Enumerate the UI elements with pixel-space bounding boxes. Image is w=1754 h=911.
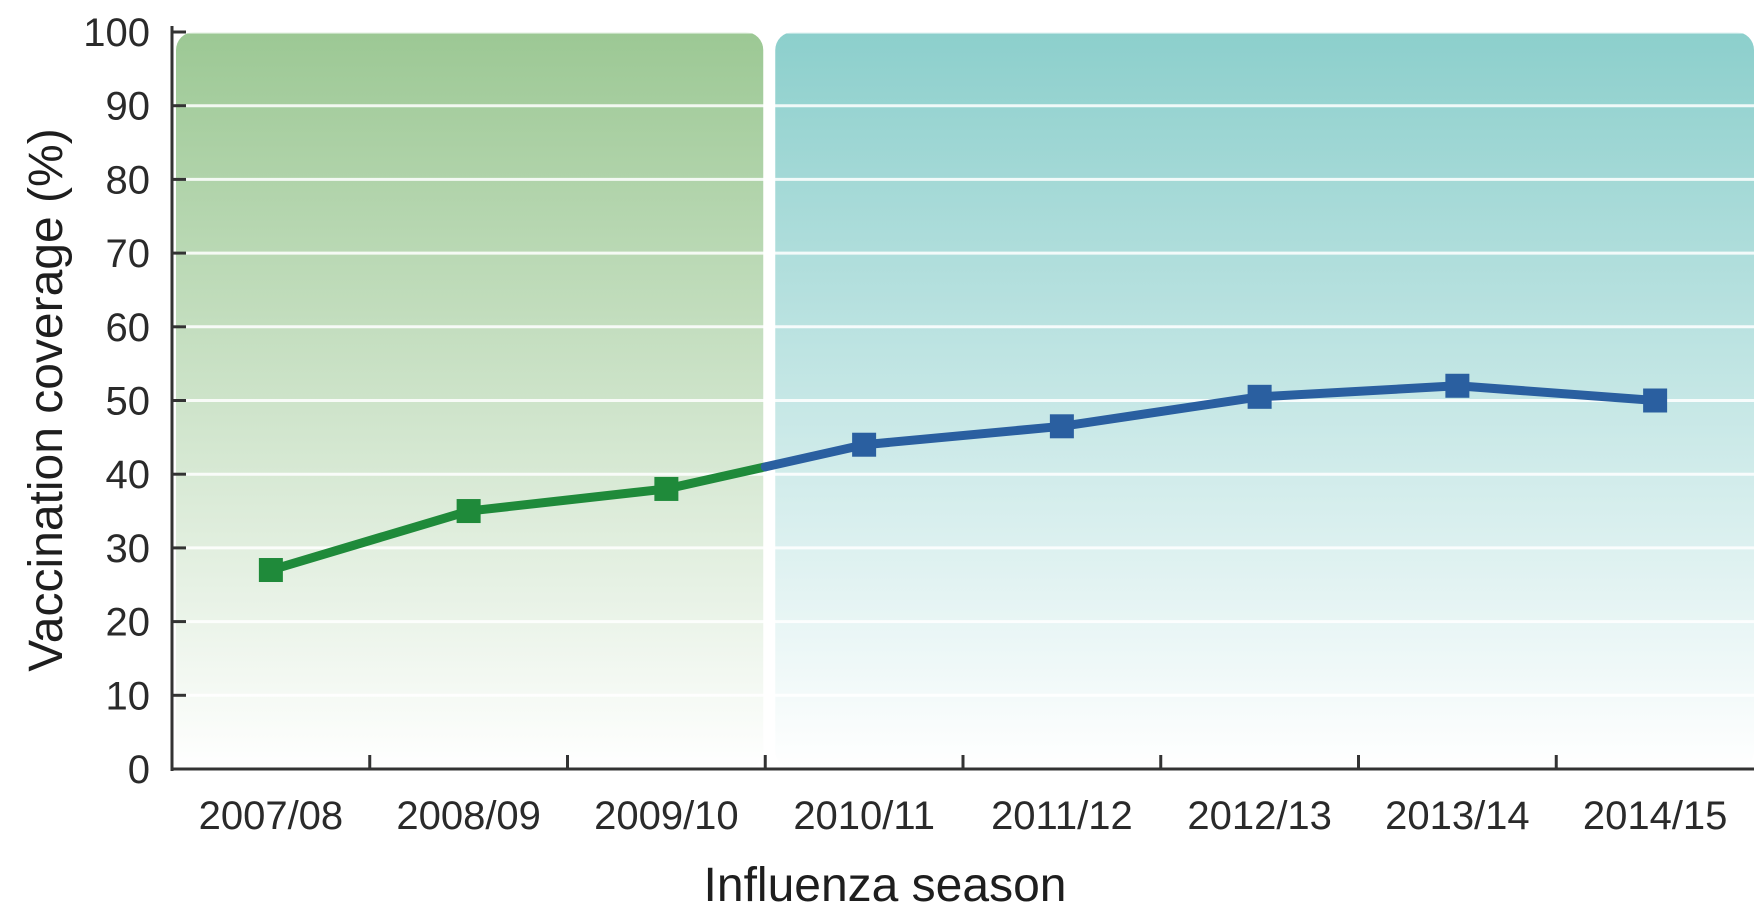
series-line (266, 381, 1660, 575)
x-tick-label: 2012/13 (1187, 794, 1332, 838)
y-tick-labels: 0 10 20 30 40 50 60 70 80 90 100 (83, 11, 150, 792)
y-tick-label: 60 (106, 306, 151, 350)
data-point (1049, 414, 1074, 439)
x-tick-label: 2011/12 (991, 794, 1133, 838)
y-tick-label: 90 (106, 85, 151, 129)
axes (170, 26, 1754, 771)
y-tick-label: 30 (106, 527, 151, 571)
x-tick-labels: 2007/08 2008/09 2009/10 2010/11 2011/12 2012/… (199, 794, 1728, 838)
y-tick-label: 50 (106, 380, 151, 424)
y-tick-label: 40 (106, 453, 151, 497)
data-point (456, 499, 481, 524)
series-points (258, 373, 1668, 583)
y-tick-label: 100 (83, 11, 150, 55)
x-tick-label: 2013/14 (1385, 794, 1530, 838)
y-axis-title: Vaccination coverage (%) (20, 128, 73, 671)
x-tick-label: 2014/15 (1583, 794, 1728, 838)
x-tick-label: 2009/10 (594, 794, 739, 838)
data-point (852, 432, 877, 457)
data-point (1445, 373, 1470, 398)
gridlines (180, 30, 1754, 697)
y-tick-label: 20 (106, 601, 151, 645)
y-tick-label: 0 (128, 748, 150, 792)
x-tick-label: 2008/09 (396, 794, 541, 838)
x-axis-title: Influenza season (704, 859, 1067, 911)
data-point (1643, 388, 1668, 413)
y-tick-label: 10 (106, 674, 151, 718)
data-point (258, 558, 283, 583)
data-point (1247, 384, 1272, 409)
series-line-segment (266, 462, 770, 575)
series-line-segment (760, 381, 1660, 472)
x-tick-label: 2007/08 (199, 794, 344, 838)
y-tick-label: 70 (106, 232, 151, 276)
x-tick-label: 2010/11 (793, 794, 935, 838)
data-point (654, 476, 679, 501)
y-tick-label: 80 (106, 158, 151, 202)
